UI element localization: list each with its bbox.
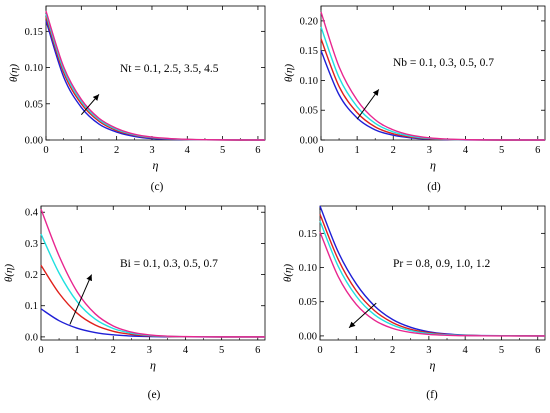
chart-e-xtick-label-3: 3: [147, 345, 152, 356]
chart-f-ytick-label-0: 0.00: [299, 331, 317, 342]
chart-d-ytick-label-2: 0.10: [300, 76, 318, 87]
chart-d-ylabel: θ(η): [283, 64, 295, 83]
chart-f: 0 1 2 3 4 5 6 0.00 0.05 0.10 0.15 θ(η) η (f) Pr = 0.8,…: [282, 205, 546, 401]
chart-d-ytick-label-4: 0.20: [300, 16, 318, 27]
chart-d-trend-arrow: [356, 89, 380, 120]
chart-e-xlabel: η: [150, 358, 156, 372]
chart-c: 0 1 2 3 4 5 6 0.00 0.05 0.10 0.15 θ(η) η (c) Nt = 0.1,…: [8, 5, 266, 193]
chart-e-xtick-label-2: 2: [111, 345, 116, 356]
chart-c-caption: (c): [151, 181, 164, 193]
chart-e-xtick-label-4: 4: [183, 345, 189, 356]
chart-f-xtick-label-6: 6: [535, 345, 540, 356]
chart-e: 0 1 2 3 4 5 6 0.0 0.1 0.2 0.3 0.4 θ(η) η (e) Bi = 0.1, …: [3, 205, 266, 401]
chart-c-frame: [45, 5, 266, 141]
chart-d-caption: (d): [427, 181, 441, 193]
chart-c-ytick-label-3: 0.15: [25, 27, 43, 38]
chart-c-xtick-label-2: 2: [114, 145, 119, 156]
chart-e-xtick-label-5: 5: [219, 345, 224, 356]
chart-e-trend-arrow: [69, 274, 93, 325]
chart-f-xtick-label-0: 0: [317, 345, 322, 356]
chart-c-xlabel: η: [153, 158, 159, 172]
chart-d-xtick-label-6: 6: [535, 145, 540, 156]
chart-e-xtick-label-0: 0: [38, 345, 43, 356]
chart-d-frame: [320, 5, 546, 141]
chart-e-series-4: [40, 208, 265, 338]
chart-d-xtick-label-5: 5: [499, 145, 504, 156]
chart-d-ytick-label-3: 0.15: [300, 46, 318, 57]
chart-e-ylabel: θ(η): [3, 264, 15, 283]
chart-e-ytick-label-4: 0.4: [25, 208, 39, 219]
chart-f-xtick-label-4: 4: [463, 345, 469, 356]
chart-f-xtick-label-2: 2: [390, 345, 395, 356]
chart-d-ytick-label-1: 0.05: [300, 106, 318, 117]
chart-f-xtick-label-5: 5: [499, 345, 504, 356]
chart-c-xtick-label-3: 3: [149, 145, 154, 156]
chart-e-ytick-label-3: 0.3: [25, 239, 38, 250]
chart-c-trend-arrow: [80, 94, 100, 115]
chart-c-xtick-label-0: 0: [43, 145, 48, 156]
chart-f-caption: (f): [426, 389, 438, 401]
chart-c-ylabel: θ(η): [8, 64, 20, 83]
chart-d-xtick-label-0: 0: [318, 145, 323, 156]
chart-d-xtick-label-1: 1: [355, 145, 360, 156]
chart-f-ylabel: θ(η): [282, 264, 294, 283]
chart-f-frame: [319, 205, 546, 341]
chart-d-xlabel: η: [430, 158, 436, 172]
chart-d-xtick-label-3: 3: [427, 145, 432, 156]
chart-c-annotation: Nt = 0.1, 2.5, 3.5, 4.5: [120, 63, 219, 75]
chart-e-xtick-label-1: 1: [75, 345, 80, 356]
chart-c-ytick-label-2: 0.10: [25, 63, 43, 74]
chart-c-ytick-label-0: 0.00: [25, 136, 43, 147]
chart-f-ytick-label-1: 0.05: [299, 297, 317, 308]
chart-d-xtick-label-4: 4: [463, 145, 469, 156]
chart-f-xtick-label-1: 1: [354, 345, 359, 356]
chart-c-ytick-label-1: 0.05: [25, 99, 43, 110]
chart-d-annotation: Nb = 0.1, 0.3, 0.5, 0.7: [393, 57, 494, 69]
chart-e-ytick-label-0: 0.0: [25, 332, 38, 343]
chart-c-xtick-label-1: 1: [79, 145, 84, 156]
chart-e-frame: [40, 205, 266, 341]
chart-f-ytick-label-2: 0.10: [299, 263, 317, 274]
chart-f-annotation: Pr = 0.8, 0.9, 1.0, 1.2: [393, 258, 490, 270]
chart-d-xtick-label-2: 2: [391, 145, 396, 156]
chart-d-ytick-label-0: 0.00: [300, 136, 318, 147]
chart-c-xtick-label-6: 6: [255, 145, 260, 156]
chart-e-caption: (e): [148, 389, 161, 401]
chart-d-series-4: [320, 11, 545, 141]
chart-e-ytick-label-2: 0.2: [25, 270, 38, 281]
chart-f-xlabel: η: [430, 358, 436, 372]
chart-e-xtick-label-6: 6: [255, 345, 260, 356]
chart-f-trend-arrow: [348, 302, 377, 329]
chart-d: 0 1 2 3 4 5 6 0.00 0.05 0.10 0.15 0.20 θ(η) η (d) Nb = …: [283, 5, 546, 193]
chart-c-xtick-label-4: 4: [185, 145, 191, 156]
chart-e-annotation: Bi = 0.1, 0.3, 0.5, 0.7: [120, 258, 218, 270]
chart-c-series-4: [45, 10, 266, 141]
chart-f-xtick-label-3: 3: [426, 345, 431, 356]
chart-f-ytick-label-3: 0.15: [299, 229, 317, 240]
chart-c-xtick-label-5: 5: [220, 145, 225, 156]
chart-f-series-4: [319, 231, 545, 337]
chart-e-ytick-label-1: 0.1: [25, 301, 38, 312]
